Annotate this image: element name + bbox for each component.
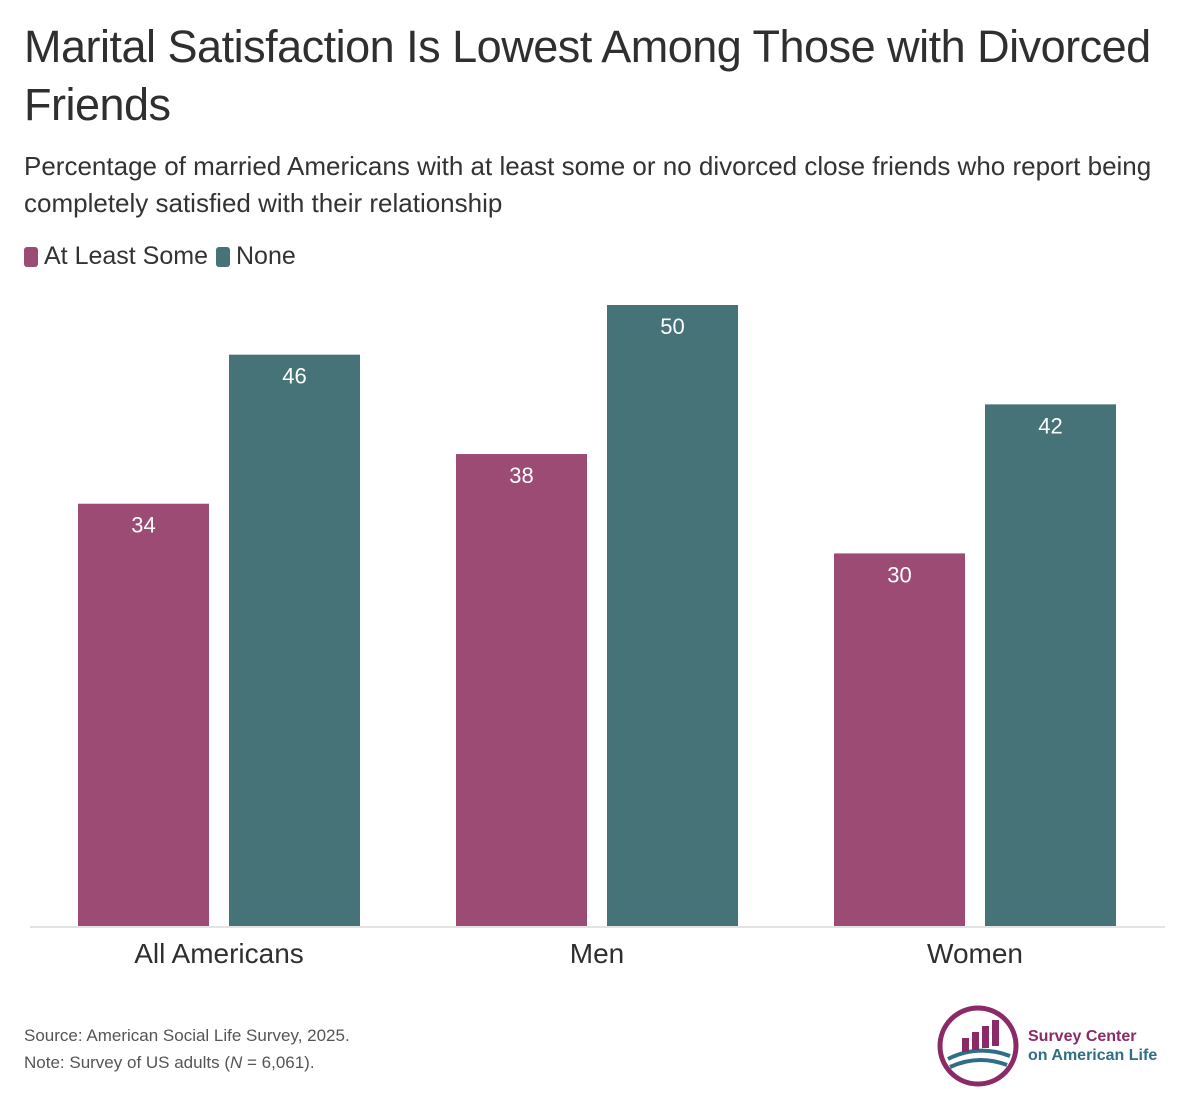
note-prefix: Note: Survey of US adults (: [24, 1053, 230, 1072]
survey-center-logo-icon: [937, 1005, 1019, 1087]
legend-swatch-at-least-some: [24, 246, 38, 267]
legend-swatch-none: [215, 246, 230, 267]
bar-at-least-some-all-americans: [78, 503, 209, 926]
bar-chart: 34 46 All Americans 38 50 Men 30 42 Women: [30, 305, 1165, 969]
data-label-none-men: 50: [660, 314, 684, 339]
survey-note: Note: Survey of US adults (N = 6,061).: [24, 1049, 350, 1076]
survey-center-logo: Survey Center on American Life: [936, 1004, 1157, 1088]
logo-line-1: Survey Center: [1028, 1028, 1137, 1045]
x-tick-label-women: Women: [927, 938, 1023, 969]
x-tick-label-men: Men: [570, 938, 624, 969]
note-suffix: = 6,061).: [242, 1053, 315, 1072]
data-label-none-all-americans: 46: [282, 364, 306, 389]
x-tick-label-all-americans: All Americans: [134, 938, 304, 969]
data-label-none-women: 42: [1038, 413, 1062, 438]
bar-none-men: [607, 305, 738, 926]
bar-none-all-americans: [229, 354, 360, 926]
bar-none-women: [985, 404, 1116, 926]
legend-label-none: None: [235, 242, 296, 270]
legend-item-at-least-some: At Least Some: [24, 242, 208, 271]
chart-subtitle: Percentage of married Americans with at …: [24, 151, 1152, 218]
legend: At Least Some None: [24, 242, 304, 271]
logo-line-2: on American Life: [1028, 1047, 1158, 1064]
legend-label-at-least-some: At Least Some: [44, 242, 208, 270]
source-note: Source: American Social Life Survey, 202…: [24, 1022, 350, 1076]
source-text: Source: American Social Life Survey, 202…: [24, 1026, 350, 1045]
chart-title: Marital Satisfaction Is Lowest Among Tho…: [24, 21, 1151, 130]
legend-item-none: None: [215, 242, 296, 271]
data-label-at-least-some-women: 30: [887, 562, 911, 587]
note-n: N: [229, 1053, 243, 1072]
bar-at-least-some-men: [456, 454, 587, 926]
data-label-at-least-some-all-americans: 34: [131, 513, 155, 538]
bar-at-least-some-women: [834, 553, 965, 926]
data-label-at-least-some-men: 38: [509, 463, 533, 488]
